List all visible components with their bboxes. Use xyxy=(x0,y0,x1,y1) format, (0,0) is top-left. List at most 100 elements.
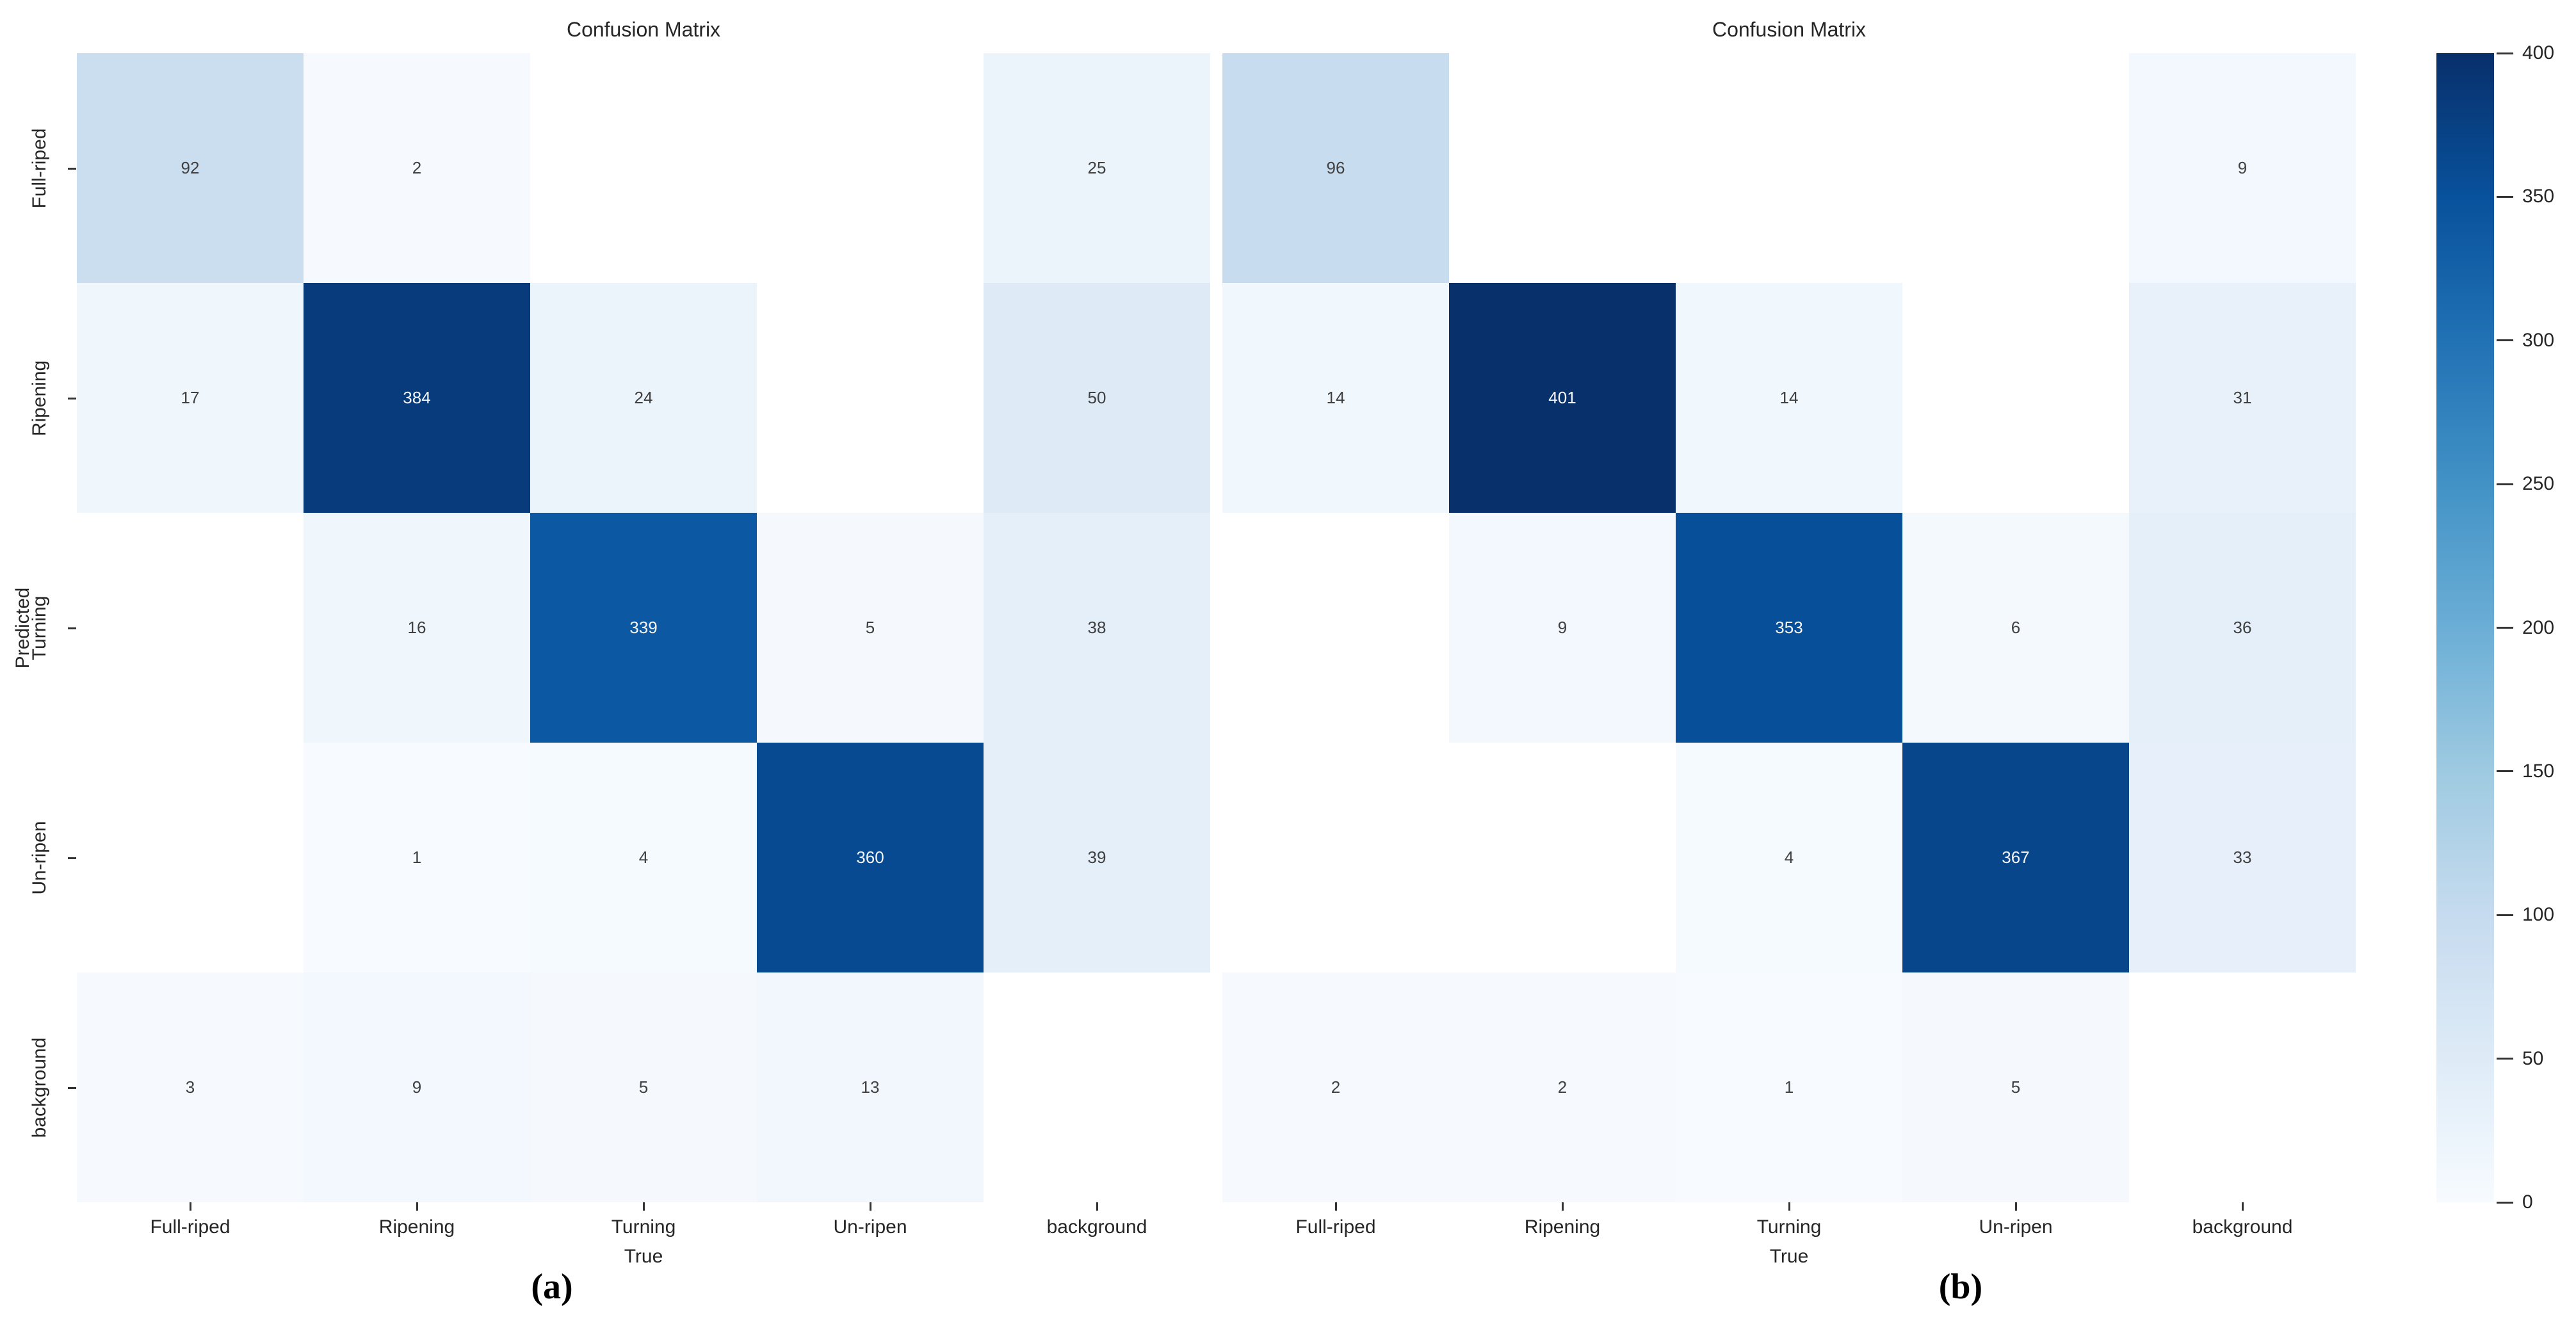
colorbar-tick-label-350: 350 xyxy=(2522,186,2555,207)
cell-value: 31 xyxy=(2233,388,2252,407)
cell-b-Ripening-Ripening: 401 xyxy=(1449,283,1676,513)
colorbar-tick-label-0: 0 xyxy=(2522,1191,2533,1213)
cell-value: 39 xyxy=(1087,848,1106,867)
cell-value: 24 xyxy=(634,388,653,407)
cell-value: 50 xyxy=(1087,388,1106,407)
x-tick-mark xyxy=(870,1202,871,1211)
x-tick-mark xyxy=(1335,1202,1337,1211)
cell-b-Turning-Full-riped xyxy=(1222,513,1449,743)
cell-a-background-Un-ripen: 13 xyxy=(757,972,984,1202)
cell-value: 92 xyxy=(181,158,200,177)
cell-value: 339 xyxy=(629,618,658,637)
colorbar xyxy=(2436,53,2494,1202)
x-tick-label-background: background xyxy=(1046,1216,1147,1238)
colorbar-tick-mark xyxy=(2497,339,2513,342)
x-tick-label-Full-riped: Full-riped xyxy=(150,1216,231,1238)
y-tick-label-Ripening: Ripening xyxy=(29,360,50,436)
x-tick-label-Ripening: Ripening xyxy=(1524,1216,1601,1238)
cell-value: 5 xyxy=(865,618,875,637)
cell-value: 384 xyxy=(403,388,431,407)
cell-a-Turning-Ripening: 16 xyxy=(304,513,530,743)
x-tick-mark xyxy=(1788,1202,1790,1211)
cell-a-Un-ripen-Un-ripen: 360 xyxy=(757,743,984,972)
cell-value: 25 xyxy=(1087,158,1106,177)
x-tick-mark xyxy=(190,1202,191,1211)
cell-value: 4 xyxy=(638,848,649,867)
cell-value: 13 xyxy=(861,1077,880,1097)
cell-value: 367 xyxy=(2002,848,2030,867)
colorbar-tick-mark xyxy=(2497,627,2513,629)
x-tick-mark xyxy=(1562,1202,1564,1211)
cell-a-Turning-Turning: 339 xyxy=(530,513,757,743)
cell-a-Turning-Un-ripen: 5 xyxy=(757,513,984,743)
cell-b-Un-ripen-Turning: 4 xyxy=(1676,743,1902,972)
cell-b-Full-riped-Turning xyxy=(1676,53,1902,283)
cell-value: 33 xyxy=(2233,848,2252,867)
cell-a-Un-ripen-Ripening: 1 xyxy=(304,743,530,972)
cell-b-Full-riped-background: 9 xyxy=(2129,53,2356,283)
cell-value: 2 xyxy=(1557,1077,1567,1097)
cell-a-Full-riped-Ripening: 2 xyxy=(304,53,530,283)
cell-b-Full-riped-Ripening xyxy=(1449,53,1676,283)
y-tick-mark xyxy=(68,397,76,399)
cell-value: 38 xyxy=(1087,618,1106,637)
x-tick-mark xyxy=(1096,1202,1098,1211)
colorbar-tick-mark xyxy=(2497,483,2513,485)
cell-a-Un-ripen-Full-riped xyxy=(77,743,304,972)
cell-b-Full-riped-Un-ripen xyxy=(1902,53,2129,283)
x-tick-label-Full-riped: Full-riped xyxy=(1295,1216,1376,1238)
x-tick-label-Un-ripen: Un-ripen xyxy=(833,1216,907,1238)
colorbar-tick-mark xyxy=(2497,195,2513,198)
cell-b-Turning-background: 36 xyxy=(2129,513,2356,743)
cell-a-Un-ripen-background: 39 xyxy=(984,743,1210,972)
cell-b-Un-ripen-Full-riped xyxy=(1222,743,1449,972)
y-tick-mark xyxy=(68,167,76,170)
cell-a-background-Ripening: 9 xyxy=(304,972,530,1202)
x-tick-label-Ripening: Ripening xyxy=(378,1216,455,1238)
x-tick-label-background: background xyxy=(2192,1216,2293,1238)
x-tick-label-Turning: Turning xyxy=(611,1216,676,1238)
cell-a-Ripening-Ripening: 384 xyxy=(304,283,530,513)
colorbar-tick-label-150: 150 xyxy=(2522,760,2555,782)
colorbar-tick-label-200: 200 xyxy=(2522,617,2555,638)
cell-value: 360 xyxy=(856,848,884,867)
cell-value: 1 xyxy=(412,848,422,867)
cell-value: 3 xyxy=(185,1077,195,1097)
x-tick-label-Turning: Turning xyxy=(1756,1216,1822,1238)
colorbar-tick-label-250: 250 xyxy=(2522,473,2555,495)
y-tick-label-Un-ripen: Un-ripen xyxy=(29,820,50,895)
cell-a-Full-riped-background: 25 xyxy=(984,53,1210,283)
cell-value: 6 xyxy=(2011,618,2021,637)
cell-value: 2 xyxy=(412,158,422,177)
cell-value: 36 xyxy=(2233,618,2252,637)
cell-value: 14 xyxy=(1326,388,1345,407)
y-tick-label-Turning: Turning xyxy=(29,595,50,660)
cell-b-background-Full-riped: 2 xyxy=(1222,972,1449,1202)
cell-b-Un-ripen-background: 33 xyxy=(2129,743,2356,972)
cell-value: 401 xyxy=(1548,388,1576,407)
colorbar-tick-mark xyxy=(2497,1058,2513,1060)
cell-a-Full-riped-Full-riped: 92 xyxy=(77,53,304,283)
cell-b-Ripening-background: 31 xyxy=(2129,283,2356,513)
cell-a-background-Full-riped: 3 xyxy=(77,972,304,1202)
y-tick-mark xyxy=(68,627,76,629)
cell-b-Ripening-Full-riped: 14 xyxy=(1222,283,1449,513)
cell-b-Un-ripen-Ripening xyxy=(1449,743,1676,972)
cell-b-background-Ripening: 2 xyxy=(1449,972,1676,1202)
cell-a-Ripening-Turning: 24 xyxy=(530,283,757,513)
subfigure-caption-a: (a) xyxy=(531,1267,573,1307)
colorbar-tick-mark xyxy=(2497,52,2513,54)
cell-b-background-background xyxy=(2129,972,2356,1202)
cell-value: 14 xyxy=(1779,388,1799,407)
cell-b-background-Turning: 1 xyxy=(1676,972,1902,1202)
cell-value: 16 xyxy=(407,618,426,637)
cell-b-Turning-Turning: 353 xyxy=(1676,513,1902,743)
cell-a-Full-riped-Un-ripen xyxy=(757,53,984,283)
x-tick-mark xyxy=(2015,1202,2017,1211)
cell-a-Ripening-background: 50 xyxy=(984,283,1210,513)
cell-a-Un-ripen-Turning: 4 xyxy=(530,743,757,972)
panel-b-x-axis-label: True xyxy=(1769,1246,1809,1267)
colorbar-tick-mark xyxy=(2497,770,2513,773)
cell-value: 2 xyxy=(1331,1077,1341,1097)
